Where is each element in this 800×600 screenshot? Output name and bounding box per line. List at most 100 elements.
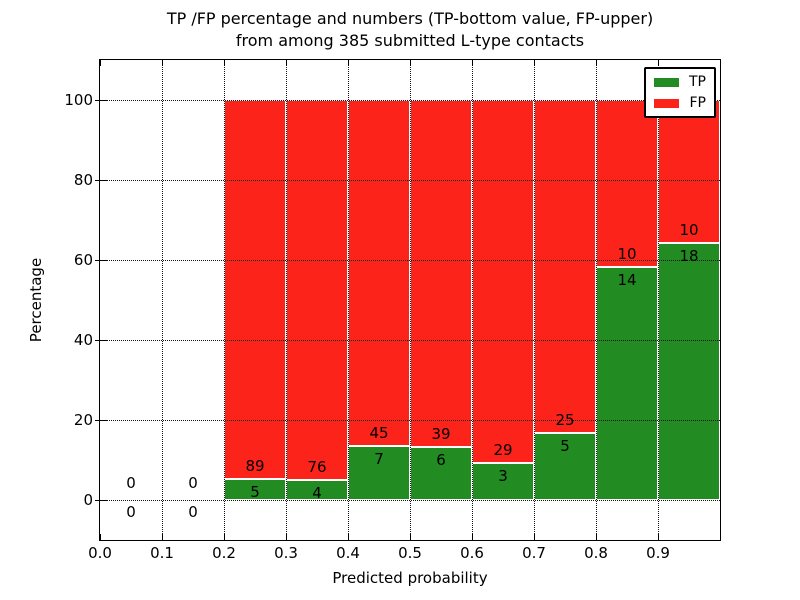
legend: TP FP: [644, 67, 716, 118]
y-tick-mark: [95, 420, 107, 421]
vertical-gridline: [162, 60, 163, 540]
x-tick-mark: [410, 534, 411, 540]
y-tick-label: 80: [73, 171, 93, 189]
tp-count-label: 5: [560, 437, 570, 456]
vertical-gridline: [472, 60, 473, 540]
horizontal-gridline: [100, 500, 720, 501]
x-tick-label: 0.6: [460, 544, 484, 562]
fp-count-label: 10: [679, 220, 699, 239]
y-tick-mark: [95, 260, 107, 261]
horizontal-gridline: [100, 100, 720, 101]
tp-count-label: 5: [250, 482, 260, 501]
chart-title-line1: TP /FP percentage and numbers (TP-bottom…: [166, 9, 654, 28]
x-tick-mark-top: [348, 60, 349, 66]
legend-label-fp: FP: [689, 95, 707, 111]
fp-color-swatch: [654, 98, 679, 108]
x-tick-label: 0.8: [584, 544, 608, 562]
fp-bar-segment: [286, 100, 348, 480]
tp-color-swatch: [654, 77, 679, 87]
y-tick-label: 100: [64, 91, 93, 109]
tp-count-label: 3: [498, 466, 508, 485]
fp-bar-segment: [410, 100, 472, 447]
vertical-gridline: [410, 60, 411, 540]
tp-count-label: 7: [374, 450, 384, 469]
tp-count-label: 4: [312, 484, 322, 502]
vertical-gridline: [658, 60, 659, 540]
x-tick-mark: [472, 534, 473, 540]
fp-bar-segment: [534, 100, 596, 434]
y-tick-label: 60: [73, 251, 93, 269]
legend-item-fp: FP: [654, 96, 706, 110]
plot-area: TP FP 0 0 0 0 89 5 76 4 45 7 39 6 29 3 25 5 10 14 10 18: [99, 59, 721, 541]
x-tick-mark: [658, 534, 659, 540]
vertical-gridline: [348, 60, 349, 540]
x-tick-mark-top: [410, 60, 411, 66]
legend-label-tp: TP: [689, 74, 706, 90]
x-tick-mark-top: [658, 60, 659, 66]
y-tick-mark: [95, 500, 107, 501]
fp-count-label: 10: [617, 244, 637, 263]
x-tick-label: 0.2: [212, 544, 236, 562]
x-tick-label: 0.1: [150, 544, 174, 562]
x-tick-mark-top: [100, 60, 101, 66]
x-tick-mark: [286, 534, 287, 540]
tp-bar-segment: [658, 242, 720, 500]
fp-count-label: 39: [431, 424, 451, 443]
y-tick-label: 0: [83, 491, 93, 509]
x-tick-mark-top: [224, 60, 225, 66]
vertical-gridline: [286, 60, 287, 540]
fp-count-label: 29: [493, 440, 513, 459]
tp-bar-segment: [410, 446, 472, 500]
y-tick-mark: [95, 180, 107, 181]
chart-title-line2: from among 385 submitted L-type contacts: [235, 31, 585, 50]
fp-count-label: 0: [126, 474, 136, 492]
x-tick-mark-top: [286, 60, 287, 66]
tp-count-label: 6: [436, 450, 446, 469]
fp-bar-segment: [596, 100, 658, 267]
fp-bar-segment: [348, 100, 410, 447]
x-tick-mark-top: [472, 60, 473, 66]
x-tick-label: 0.4: [336, 544, 360, 562]
horizontal-gridline: [100, 180, 720, 181]
fp-count-label: 25: [555, 411, 575, 430]
horizontal-gridline: [100, 260, 720, 261]
x-tick-label: 0.3: [274, 544, 298, 562]
x-tick-label: 0.7: [522, 544, 546, 562]
y-tick-label: 20: [73, 411, 93, 429]
x-tick-mark-top: [534, 60, 535, 66]
x-tick-mark-top: [162, 60, 163, 66]
x-tick-label: 0.0: [88, 544, 112, 562]
tp-count-label: 18: [679, 246, 699, 265]
vertical-gridline: [224, 60, 225, 540]
x-tick-mark: [534, 534, 535, 540]
fp-bar-segment: [224, 100, 286, 479]
fp-count-label: 45: [369, 424, 389, 443]
y-tick-mark: [95, 340, 107, 341]
tp-count-label: 0: [188, 503, 198, 521]
horizontal-gridline: [100, 420, 720, 421]
y-tick-label: 40: [73, 331, 93, 349]
x-tick-mark-top: [596, 60, 597, 66]
x-tick-mark: [596, 534, 597, 540]
horizontal-gridline: [100, 340, 720, 341]
y-axis-label: Percentage: [27, 257, 45, 343]
fp-count-label: 89: [245, 456, 265, 475]
tp-count-label: 14: [617, 270, 637, 289]
x-tick-mark: [224, 534, 225, 540]
tp-bar-segment: [596, 266, 658, 500]
x-axis-label: Predicted probability: [332, 569, 488, 587]
x-tick-label: 0.9: [646, 544, 670, 562]
x-tick-mark: [162, 534, 163, 540]
fp-count-label: 76: [307, 458, 327, 476]
tp-count-label: 0: [126, 503, 136, 521]
x-tick-mark: [348, 534, 349, 540]
tp-bar-segment: [472, 462, 534, 500]
fp-bar-segment: [472, 100, 534, 463]
x-tick-label: 0.5: [398, 544, 422, 562]
legend-item-tp: TP: [654, 75, 706, 89]
vertical-gridline: [596, 60, 597, 540]
x-tick-mark: [100, 534, 101, 540]
fp-bar-segment: [658, 100, 720, 243]
fp-count-label: 0: [188, 474, 198, 492]
